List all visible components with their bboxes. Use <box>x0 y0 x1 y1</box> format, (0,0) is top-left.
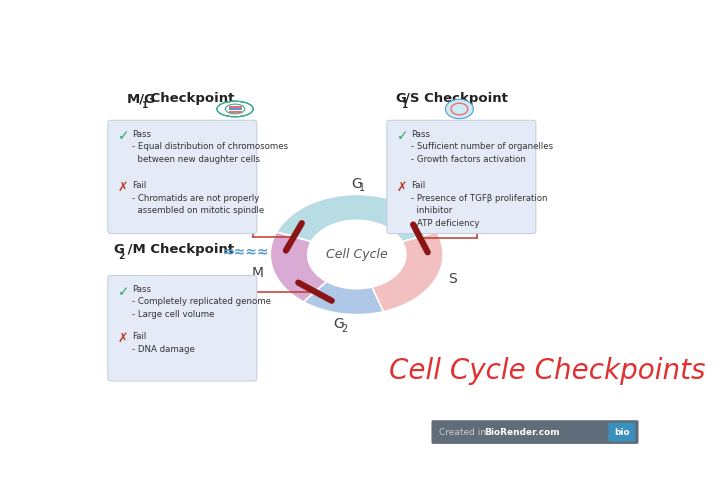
Text: G: G <box>351 176 362 191</box>
Text: 2: 2 <box>119 252 125 261</box>
Text: ✓: ✓ <box>118 130 130 144</box>
Text: ✗: ✗ <box>118 332 128 345</box>
Text: /M Checkpoint: /M Checkpoint <box>123 243 234 257</box>
FancyBboxPatch shape <box>431 420 639 444</box>
Circle shape <box>446 99 473 119</box>
Text: M/G: M/G <box>126 92 156 105</box>
Text: Checkpoint: Checkpoint <box>145 92 234 105</box>
Text: Cell Cycle: Cell Cycle <box>326 248 387 261</box>
FancyBboxPatch shape <box>108 276 257 381</box>
Text: 1: 1 <box>359 183 365 193</box>
Wedge shape <box>303 281 384 314</box>
Text: 1: 1 <box>401 101 407 110</box>
Text: bio: bio <box>614 427 629 436</box>
Text: 1: 1 <box>141 101 148 110</box>
Text: Pass
- Completely replicated genome
- Large cell volume: Pass - Completely replicated genome - La… <box>132 285 271 319</box>
Text: Pass
- Equal distribution of chromosomes
  between new daughter cells: Pass - Equal distribution of chromosomes… <box>132 130 289 164</box>
Text: /S Checkpoint: /S Checkpoint <box>405 92 508 105</box>
Text: S: S <box>449 272 457 286</box>
Text: Fail
- Chromatids are not properly
  assembled on mitotic spindle: Fail - Chromatids are not properly assem… <box>132 181 265 215</box>
Text: M: M <box>252 266 264 280</box>
Text: ✓: ✓ <box>397 130 408 144</box>
Text: G: G <box>114 243 125 257</box>
Text: Created in: Created in <box>438 427 489 436</box>
Text: Fail
- DNA damage: Fail - DNA damage <box>132 332 195 354</box>
Text: ✗: ✗ <box>118 181 128 194</box>
FancyBboxPatch shape <box>608 422 635 442</box>
Text: Pass
- Sufficient number of organelles
- Growth factors activation: Pass - Sufficient number of organelles -… <box>411 130 554 164</box>
FancyBboxPatch shape <box>108 120 257 233</box>
Text: 2: 2 <box>341 324 347 334</box>
Text: Fail
- Presence of TGFβ proliferation
  inhibitor
- ATP deficiency: Fail - Presence of TGFβ proliferation in… <box>411 181 548 228</box>
Text: ≈≈≈≈: ≈≈≈≈ <box>222 244 269 259</box>
Wedge shape <box>270 232 326 302</box>
Text: ✓: ✓ <box>118 285 130 299</box>
Text: G: G <box>333 318 344 332</box>
Text: Cell Cycle Checkpoints: Cell Cycle Checkpoints <box>389 356 705 385</box>
Wedge shape <box>276 195 437 242</box>
Text: G: G <box>396 92 407 105</box>
Text: BioRender.com: BioRender.com <box>485 427 560 436</box>
Text: ✗: ✗ <box>397 181 408 194</box>
FancyBboxPatch shape <box>387 120 536 233</box>
Wedge shape <box>372 232 444 312</box>
